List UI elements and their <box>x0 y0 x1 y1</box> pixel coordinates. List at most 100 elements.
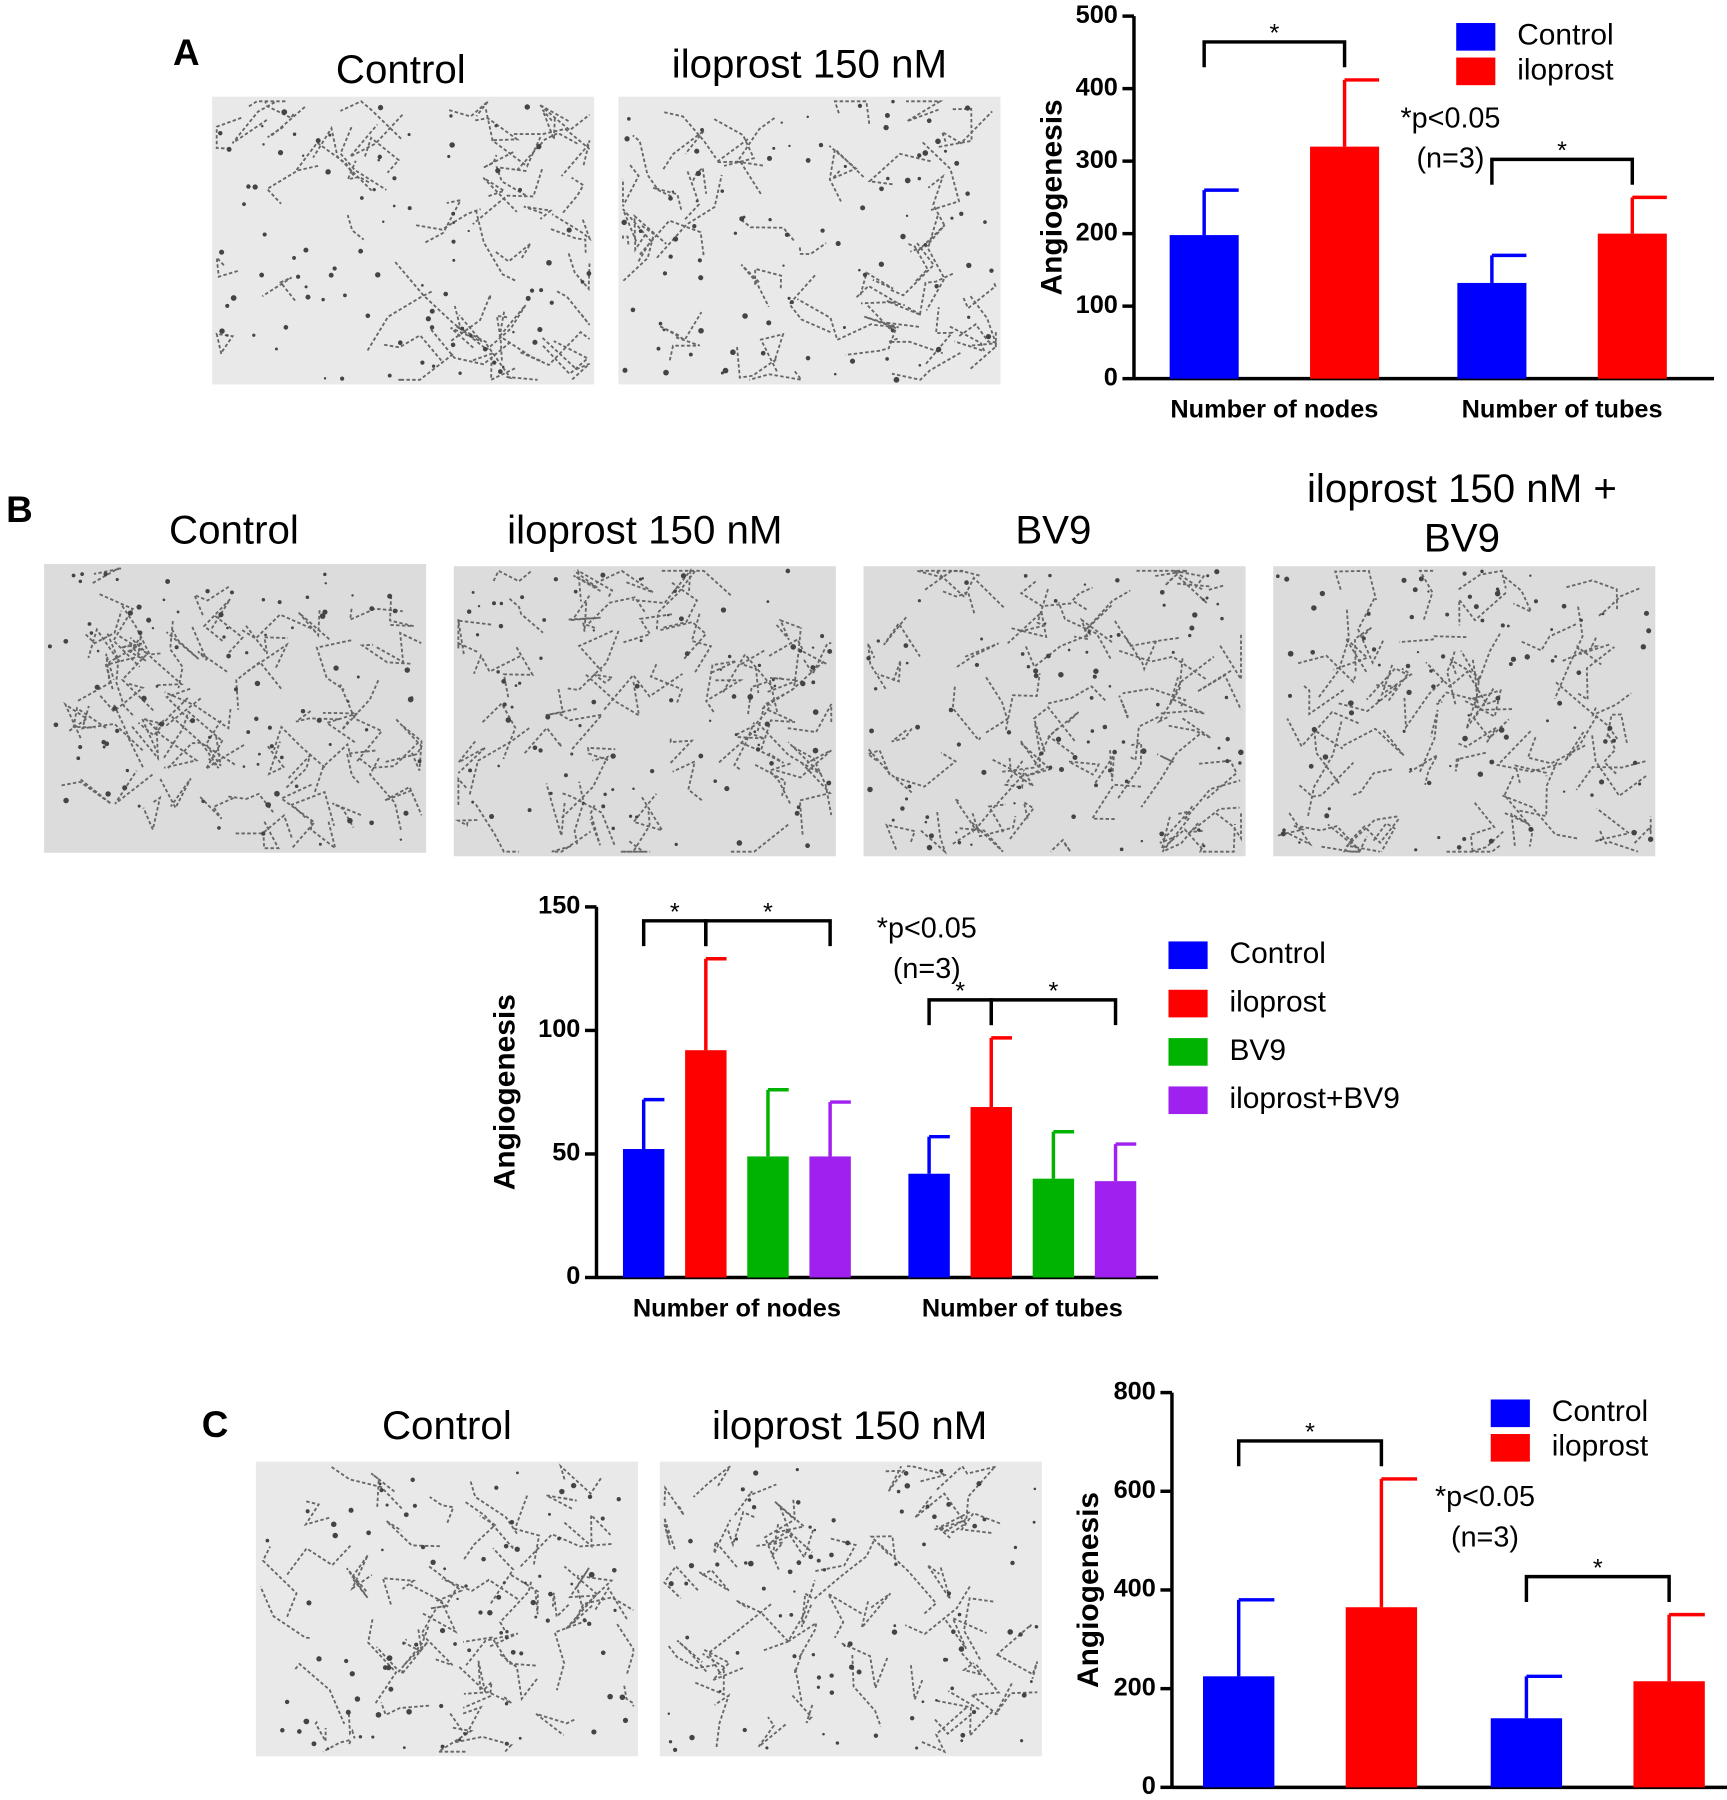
legend-label: Control <box>1229 937 1325 970</box>
micrograph-cell <box>1058 766 1065 773</box>
micrograph-cell <box>1189 625 1195 631</box>
micrograph-cell <box>989 268 994 273</box>
micrograph-cell <box>688 1562 695 1569</box>
y-tick-label: 100 <box>538 1015 580 1043</box>
micrograph-cell <box>1550 628 1554 631</box>
y-axis-label: Angiogenesis <box>1035 99 1068 295</box>
error-bar <box>1202 188 1239 236</box>
micrograph-cell <box>760 350 766 356</box>
micrograph-cell <box>537 327 543 333</box>
y-tick-label: 800 <box>1114 1377 1156 1405</box>
micrograph-cell <box>127 610 133 616</box>
micrograph-cell <box>958 1646 965 1652</box>
micrograph-cell <box>1026 664 1031 669</box>
micrograph-cell <box>1576 670 1582 676</box>
micrograph-cell <box>672 1747 678 1752</box>
micrograph-cell <box>1401 577 1407 583</box>
micrograph-cell <box>1188 633 1192 638</box>
micrograph-cell <box>588 1571 595 1578</box>
micrograph-cell <box>226 146 232 152</box>
micrograph-cell <box>600 572 606 578</box>
micrograph-cell <box>751 1504 757 1510</box>
micrograph-cell <box>1020 1739 1024 1743</box>
micrograph-cell <box>1462 735 1468 742</box>
micrograph-cell <box>1599 838 1602 842</box>
micrograph-cell <box>800 680 806 687</box>
micrograph-cell <box>757 663 762 667</box>
micrograph-cell <box>284 1699 290 1705</box>
micrograph-cell <box>503 1543 509 1549</box>
micrograph-cell <box>514 1546 520 1552</box>
micrograph-cell <box>219 328 225 334</box>
error-bar <box>1113 1142 1137 1182</box>
legend-swatch <box>1168 1086 1208 1115</box>
micrograph-cell <box>539 656 543 660</box>
micrograph-cell <box>225 303 230 308</box>
micrograph-cell <box>1140 839 1144 843</box>
micrograph-cell <box>1287 650 1294 657</box>
micrograph-cell <box>265 802 272 808</box>
micrograph-cell <box>1431 684 1436 689</box>
micrograph-cell <box>753 730 757 734</box>
micrograph-cell <box>501 679 506 684</box>
x-tick-label: Number of tubes <box>922 1294 1123 1322</box>
micrograph-cell <box>869 728 874 734</box>
micrograph-cell <box>1094 783 1098 788</box>
y-tick-label: 0 <box>566 1262 580 1290</box>
micrograph-cell <box>1116 632 1121 637</box>
micrograph-cell <box>922 150 929 156</box>
panel-label: C <box>202 1404 229 1445</box>
micrograph-cell <box>510 705 514 709</box>
micrograph-cell <box>771 678 775 682</box>
micrograph-cell <box>1087 630 1091 634</box>
micrograph-cell <box>402 1642 405 1645</box>
micrograph-cell <box>1319 590 1326 597</box>
micrograph-cell <box>63 638 69 644</box>
significance-label: * <box>1557 137 1567 165</box>
micrograph-cell <box>778 1614 783 1618</box>
micrograph-cell <box>349 1671 355 1677</box>
micrograph-cell <box>1067 648 1071 652</box>
micrograph-cell <box>226 626 229 630</box>
micrograph-cell <box>146 617 152 623</box>
micrograph-cell <box>478 1610 483 1615</box>
micrograph-cell <box>1437 835 1441 840</box>
micrograph-cell <box>439 1703 444 1709</box>
micrograph-cell <box>1043 622 1047 625</box>
micrograph-cell <box>591 699 597 705</box>
micrograph-cell <box>909 1716 915 1721</box>
micrograph-cell <box>201 799 205 804</box>
micrograph-cell <box>666 614 670 617</box>
micrograph-cell <box>581 801 585 805</box>
micrograph-cell <box>982 1517 987 1522</box>
micrograph-cell <box>1377 699 1381 702</box>
micrograph-cell <box>795 1468 799 1472</box>
micrograph-cell <box>292 132 297 136</box>
micrograph-cell <box>1579 618 1583 622</box>
micrograph-cell <box>1489 759 1495 765</box>
micrograph-cell <box>538 748 543 753</box>
micrograph-cell <box>502 702 507 707</box>
micrograph-cell <box>229 590 234 595</box>
micrograph-cell <box>1109 634 1113 638</box>
micrograph-cell <box>256 762 260 766</box>
micrograph-cell <box>323 377 327 380</box>
micrograph-cell <box>907 784 912 789</box>
micrograph-cell <box>697 258 702 263</box>
micrograph-cell <box>542 618 547 622</box>
micrograph-cell <box>772 146 776 150</box>
micrograph-cell <box>971 1710 977 1715</box>
micrograph-cell <box>635 815 639 819</box>
micrograph-cell <box>894 1562 898 1566</box>
micrograph-cell <box>328 743 332 747</box>
micrograph-cell <box>467 1648 472 1653</box>
micrograph-cell <box>1494 590 1501 597</box>
micrograph-cell <box>923 242 927 247</box>
micrograph-cell <box>261 831 266 836</box>
micrograph-cell <box>862 272 868 278</box>
micrograph-cell <box>1462 571 1467 576</box>
micrograph-cell <box>964 580 969 585</box>
micrograph-cell <box>487 1610 493 1616</box>
micrograph-cell <box>1006 730 1012 735</box>
micrograph-cell <box>905 214 909 218</box>
